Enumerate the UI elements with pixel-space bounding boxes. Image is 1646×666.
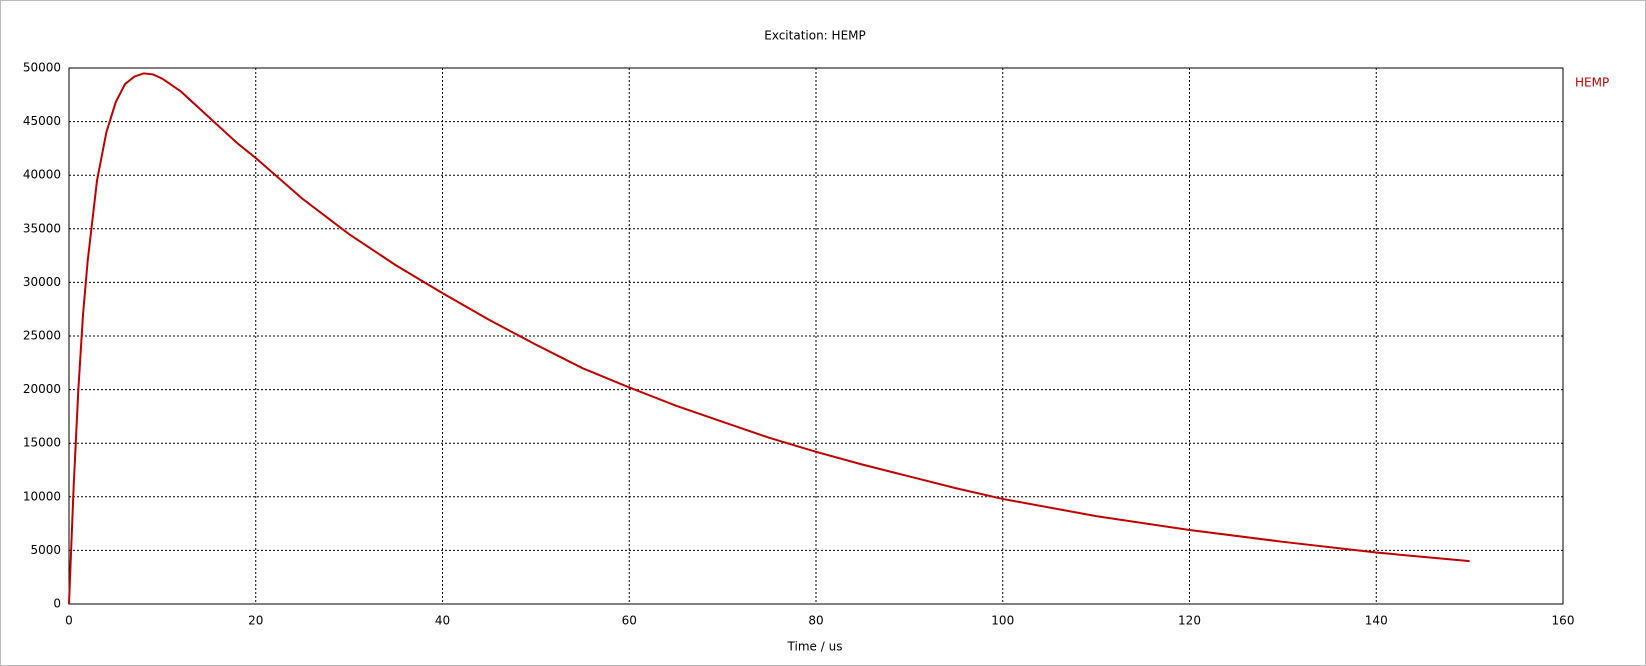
- y-tick-label: 40000: [23, 168, 61, 182]
- y-tick-label: 0: [53, 597, 61, 611]
- x-tick-label: 60: [622, 614, 637, 628]
- x-tick-label: 0: [65, 614, 73, 628]
- x-axis-label: Time / us: [787, 640, 843, 654]
- y-tick-label: 50000: [23, 61, 61, 75]
- x-tick-label: 20: [248, 614, 263, 628]
- y-tick-label: 10000: [23, 489, 61, 503]
- y-tick-label: 35000: [23, 221, 61, 235]
- y-tick-label: 15000: [23, 436, 61, 450]
- y-tick-label: 5000: [30, 543, 61, 557]
- x-tick-label: 80: [808, 614, 823, 628]
- chart-title: Excitation: HEMP: [764, 29, 866, 43]
- y-tick-label: 30000: [23, 275, 61, 289]
- y-tick-label: 45000: [23, 114, 61, 128]
- y-tick-label: 25000: [23, 329, 61, 343]
- data-line: [68, 72, 1470, 605]
- plot-area: [68, 67, 1564, 605]
- x-tick-label: 100: [991, 614, 1014, 628]
- x-tick-label: 40: [435, 614, 450, 628]
- x-tick-label: 120: [1178, 614, 1201, 628]
- x-tick-label: 160: [1552, 614, 1575, 628]
- legend-label: HEMP: [1575, 76, 1609, 90]
- x-tick-label: 140: [1365, 614, 1388, 628]
- y-tick-label: 20000: [23, 382, 61, 396]
